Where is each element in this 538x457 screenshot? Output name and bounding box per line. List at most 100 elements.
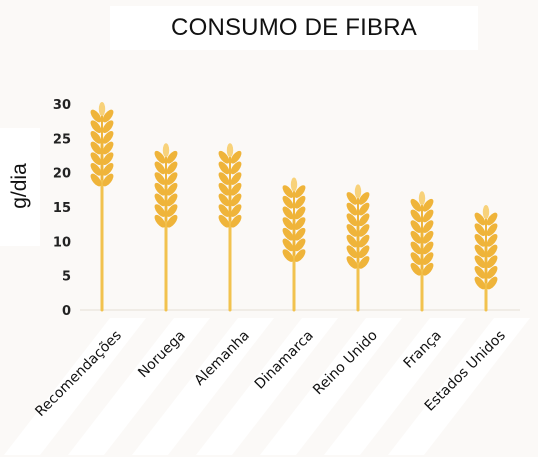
wheat-grain: [102, 152, 114, 165]
wheat-grain-tip: [98, 102, 106, 116]
wheat-grain: [282, 195, 294, 209]
wheat-grain: [474, 244, 486, 258]
wheat-grain: [346, 213, 358, 227]
wheat-grain: [486, 244, 498, 258]
wheat-grain: [230, 204, 242, 217]
wheat-grain-tip: [226, 143, 234, 158]
wheat-grain: [474, 266, 486, 279]
wheat-grain: [422, 252, 434, 265]
wheat-grain: [410, 198, 422, 212]
wheat-bar: [474, 205, 498, 312]
wheat-bar: [282, 177, 306, 312]
y-tick-label: 20: [53, 167, 71, 182]
wheat-grain: [282, 185, 294, 198]
wheat-grain: [486, 276, 498, 290]
wheat-grain-tip: [162, 143, 170, 158]
wheat-grain: [166, 193, 178, 207]
wheat-grain: [346, 245, 358, 259]
wheat-grain: [154, 193, 166, 207]
wheat-grain: [282, 206, 294, 220]
wheat-grain: [358, 256, 370, 269]
x-label-panel: [324, 318, 466, 455]
x-label-panel: [388, 318, 530, 455]
wheat-bar: [90, 102, 114, 312]
wheat-grain-tip: [482, 205, 490, 219]
wheat-grain: [294, 249, 306, 262]
wheat-bar: [410, 191, 434, 312]
wheat-grain: [486, 223, 498, 236]
wheat-grain: [102, 120, 114, 133]
y-tick-label: 10: [53, 235, 71, 250]
wheat-grain: [294, 195, 306, 209]
wheat-grain: [230, 214, 242, 228]
wheat-grain: [154, 214, 166, 228]
wheat-grain: [358, 245, 370, 259]
wheat-grain: [90, 152, 102, 165]
wheat-grain: [166, 214, 178, 228]
wheat-grain: [358, 202, 370, 216]
wheat-grain: [230, 182, 242, 196]
wheat-grain: [282, 249, 294, 262]
wheat-grain: [422, 230, 434, 244]
title-box: CONSUMO DE FIBRA: [110, 6, 478, 50]
y-tick-label: 25: [53, 132, 71, 147]
wheat-grain-tip: [354, 184, 362, 199]
wheat-grain: [166, 172, 178, 185]
wheat-grain: [90, 131, 102, 144]
wheat-grain: [166, 204, 178, 217]
wheat-grain: [294, 227, 306, 241]
wheat-grain: [166, 182, 178, 196]
x-label-panel: [4, 318, 146, 455]
wheat-grain: [346, 256, 358, 269]
wheat-bar: [154, 143, 178, 312]
wheat-grain: [422, 209, 434, 223]
wheat-grain: [154, 182, 166, 196]
y-tick-label: 5: [62, 270, 71, 285]
wheat-grain: [474, 234, 486, 247]
wheat-grain: [294, 185, 306, 198]
wheat-grain: [90, 163, 102, 176]
wheat-grain: [154, 150, 166, 164]
wheat-grain: [474, 223, 486, 236]
wheat-grain: [282, 217, 294, 230]
wheat-grain: [410, 230, 422, 244]
wheat-grain: [282, 227, 294, 241]
wheat-grain: [218, 161, 230, 175]
wheat-bar: [346, 184, 370, 312]
wheat-grain: [346, 192, 358, 205]
wheat-grain: [102, 131, 114, 144]
wheat-grain: [218, 182, 230, 196]
wheat-grain: [230, 161, 242, 175]
wheat-grain: [358, 213, 370, 227]
wheat-grain: [422, 198, 434, 212]
wheat-grain: [474, 255, 486, 268]
wheat-grain: [218, 150, 230, 164]
wheat-grain: [410, 252, 422, 265]
wheat-grain-tip: [290, 177, 298, 192]
wheat-grain: [474, 212, 486, 226]
wheat-grain: [166, 161, 178, 175]
wheat-grain: [358, 224, 370, 237]
wheat-grain: [282, 238, 294, 252]
wheat-grain: [102, 109, 114, 123]
y-tick-label: 15: [53, 201, 71, 216]
wheat-grain: [346, 202, 358, 216]
wheat-grain: [358, 234, 370, 248]
wheat-grain: [230, 150, 242, 164]
wheat-grain: [102, 173, 114, 187]
wheat-grain: [218, 204, 230, 217]
wheat-grain: [102, 141, 114, 155]
wheat-grain: [166, 150, 178, 164]
wheat-grain: [154, 204, 166, 217]
wheat-grain: [486, 266, 498, 279]
wheat-grain: [422, 262, 434, 276]
y-tick-label: 30: [53, 98, 71, 113]
wheat-grain: [410, 220, 422, 233]
wheat-grain: [218, 193, 230, 207]
y-tick-label: 0: [62, 304, 71, 319]
wheat-bar: [218, 143, 242, 312]
wheat-grain: [346, 224, 358, 237]
wheat-grain: [90, 141, 102, 155]
wheat-grain: [410, 241, 422, 255]
